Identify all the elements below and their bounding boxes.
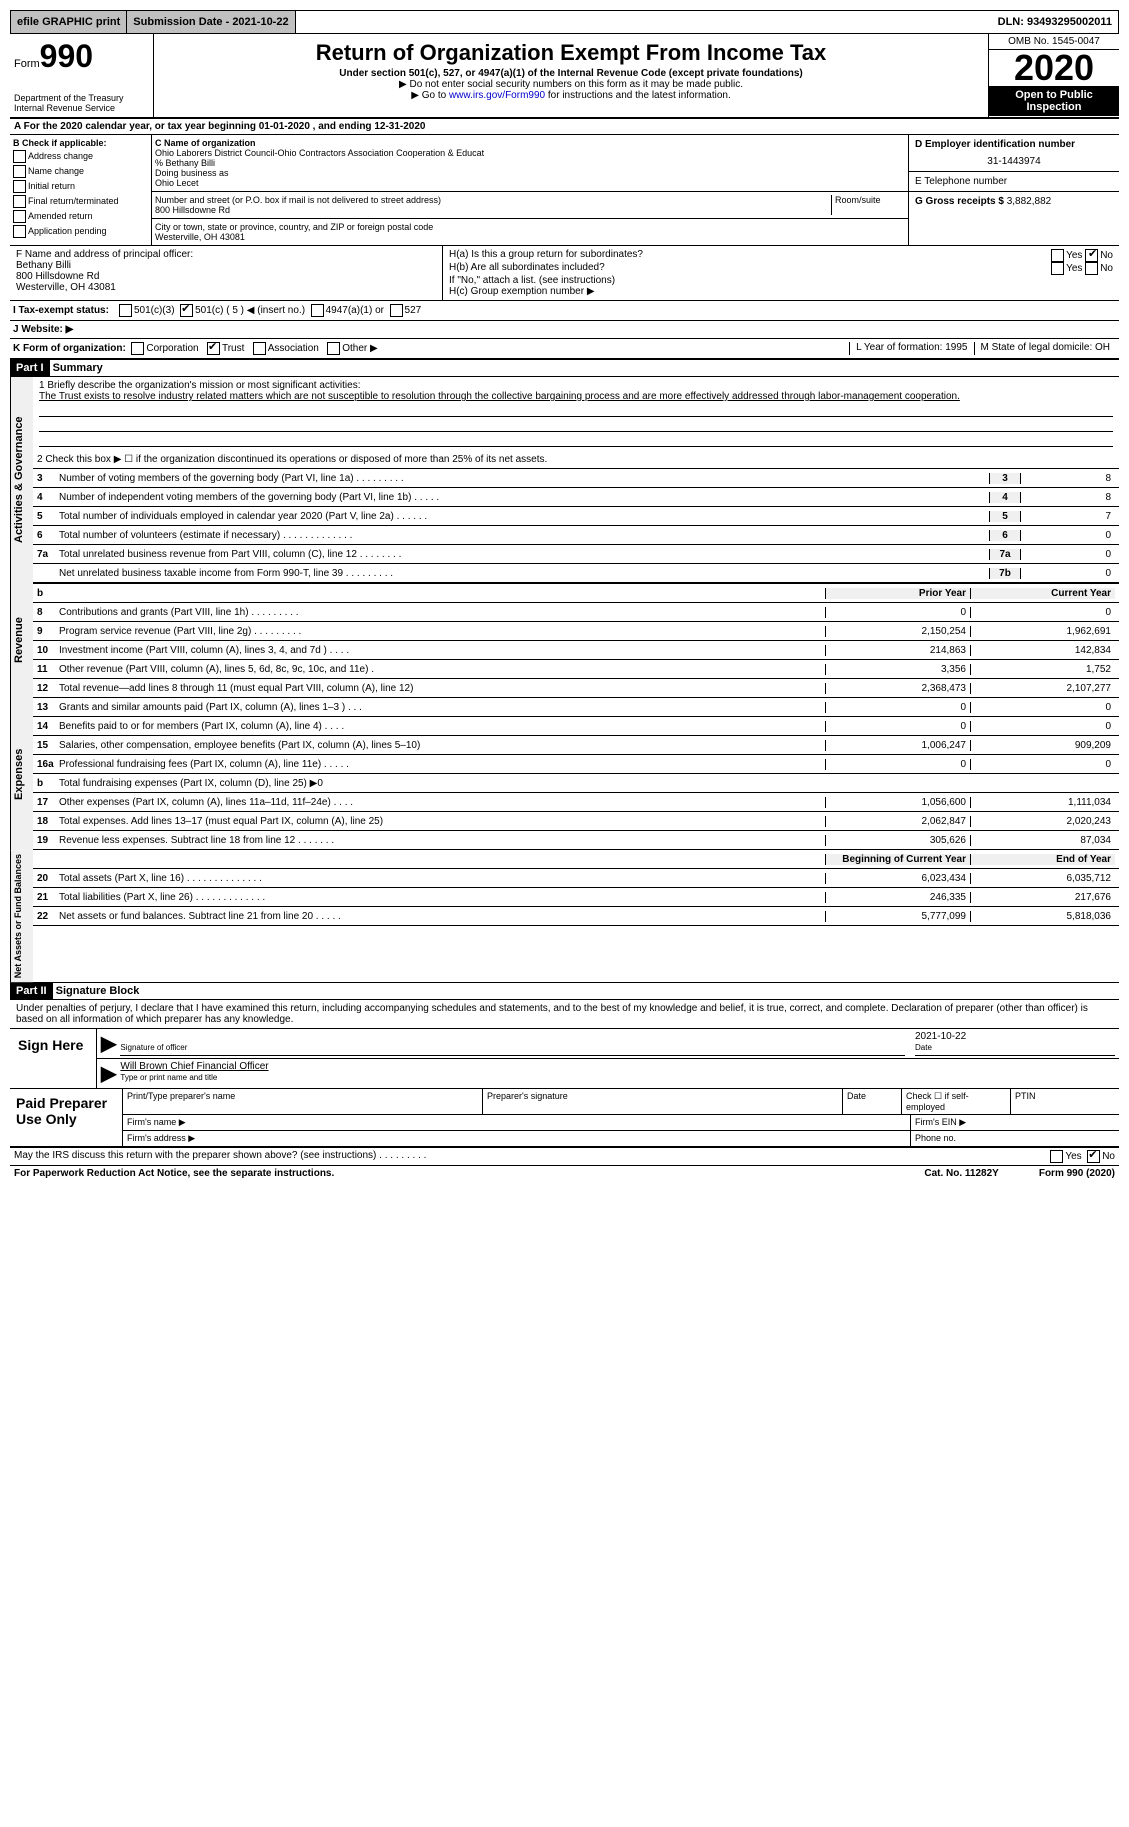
- revenue-tab: Revenue: [10, 583, 33, 698]
- eoy-header: End of Year: [971, 854, 1115, 865]
- summary-line: 10Investment income (Part VIII, column (…: [33, 641, 1119, 660]
- gross-receipts-value: 3,882,882: [1007, 196, 1052, 207]
- form-number: Form990: [14, 38, 149, 75]
- summary-line: bTotal fundraising expenses (Part IX, co…: [33, 774, 1119, 793]
- org-name: Ohio Laborers District Council-Ohio Cont…: [155, 148, 905, 158]
- bcy-header: Beginning of Current Year: [825, 854, 971, 865]
- efile-button[interactable]: efile GRAPHIC print: [11, 11, 127, 33]
- gross-receipts-label: G Gross receipts $: [915, 196, 1004, 207]
- part-2-header: Part II Signature Block: [10, 983, 1119, 1000]
- link-note: ▶ Go to www.irs.gov/Form990 for instruct…: [158, 90, 984, 101]
- subtitle: Under section 501(c), 527, or 4947(a)(1)…: [158, 68, 984, 79]
- ein-value: 31-1443974: [915, 156, 1113, 167]
- officer-label: F Name and address of principal officer:: [16, 249, 436, 260]
- ha-label: H(a) Is this a group return for subordin…: [449, 249, 1051, 262]
- cb-name-change[interactable]: Name change: [13, 165, 148, 178]
- paid-preparer-label: Paid Preparer Use Only: [10, 1089, 123, 1146]
- summary-line: 9Program service revenue (Part VIII, lin…: [33, 622, 1119, 641]
- form-header: Form990 Department of the Treasury Inter…: [10, 34, 1119, 119]
- city-label: City or town, state or province, country…: [155, 222, 905, 232]
- footer: For Paperwork Reduction Act Notice, see …: [10, 1166, 1119, 1181]
- hb-note: If "No," attach a list. (see instruction…: [449, 275, 1113, 286]
- form-of-org-row: K Form of organization: Corporation Trus…: [10, 339, 1119, 360]
- entity-info-section: B Check if applicable: Address change Na…: [10, 135, 1119, 246]
- expenses-tab: Expenses: [10, 698, 33, 850]
- top-toolbar: efile GRAPHIC print Submission Date - 20…: [10, 10, 1119, 34]
- cb-initial-return[interactable]: Initial return: [13, 180, 148, 193]
- summary-line: 7aTotal unrelated business revenue from …: [33, 545, 1119, 564]
- year-formation: L Year of formation: 1995: [849, 342, 973, 355]
- dln-label: DLN: 93493295002011: [992, 11, 1118, 33]
- cb-app-pending[interactable]: Application pending: [13, 225, 148, 238]
- tax-exempt-row: I Tax-exempt status: 501(c)(3) 501(c) ( …: [10, 301, 1119, 321]
- street-label: Number and street (or P.O. box if mail i…: [155, 195, 831, 205]
- street-value: 800 Hillsdowne Rd: [155, 205, 831, 215]
- checkbox-column-b: B Check if applicable: Address change Na…: [10, 135, 152, 245]
- dba-label: Doing business as: [155, 168, 905, 178]
- officer-group-section: F Name and address of principal officer:…: [10, 246, 1119, 301]
- summary-line: 22Net assets or fund balances. Subtract …: [33, 907, 1119, 926]
- summary-line: Net unrelated business taxable income fr…: [33, 564, 1119, 583]
- current-year-header: Current Year: [971, 588, 1115, 599]
- summary-line: 11Other revenue (Part VIII, column (A), …: [33, 660, 1119, 679]
- mission-text: The Trust exists to resolve industry rel…: [39, 391, 1113, 402]
- officer-addr2: Westerville, OH 43081: [16, 282, 436, 293]
- summary-line: 15Salaries, other compensation, employee…: [33, 736, 1119, 755]
- room-suite: Room/suite: [831, 195, 905, 215]
- summary-line: 4Number of independent voting members of…: [33, 488, 1119, 507]
- city-value: Westerville, OH 43081: [155, 232, 905, 242]
- governance-tab: Activities & Governance: [10, 377, 33, 583]
- signature-section: Under penalties of perjury, I declare th…: [10, 1000, 1119, 1166]
- q1-label: 1 Briefly describe the organization's mi…: [39, 380, 1113, 391]
- irs-link[interactable]: www.irs.gov/Form990: [449, 90, 545, 101]
- officer-addr1: 800 Hillsdowne Rd: [16, 271, 436, 282]
- form-title: Return of Organization Exempt From Incom…: [158, 40, 984, 66]
- website-row: J Website: ▶: [10, 321, 1119, 339]
- summary-line: 6Total number of volunteers (estimate if…: [33, 526, 1119, 545]
- care-of: % Bethany Billi: [155, 158, 905, 168]
- summary-line: 5Total number of individuals employed in…: [33, 507, 1119, 526]
- cb-address-change[interactable]: Address change: [13, 150, 148, 163]
- summary-line: 18Total expenses. Add lines 13–17 (must …: [33, 812, 1119, 831]
- expenses-section: Expenses 13Grants and similar amounts pa…: [10, 698, 1119, 850]
- officer-name: Bethany Billi: [16, 260, 436, 271]
- cb-final-return[interactable]: Final return/terminated: [13, 195, 148, 208]
- phone-label: E Telephone number: [915, 176, 1113, 187]
- q2-checkbox-line: 2 Check this box ▶ ☐ if the organization…: [33, 450, 1119, 469]
- cb-amended[interactable]: Amended return: [13, 210, 148, 223]
- sign-here-label: Sign Here: [10, 1029, 97, 1088]
- part-1-header: Part I Summary: [10, 360, 1119, 377]
- submission-date: Submission Date - 2021-10-22: [127, 11, 295, 33]
- summary-line: 8Contributions and grants (Part VIII, li…: [33, 603, 1119, 622]
- penalty-text: Under penalties of perjury, I declare th…: [10, 1000, 1119, 1029]
- revenue-section: Revenue b Prior Year Current Year 8Contr…: [10, 583, 1119, 698]
- tax-year: 2020: [989, 50, 1119, 86]
- dba-name: Ohio Lecet: [155, 178, 905, 188]
- net-assets-section: Net Assets or Fund Balances Beginning of…: [10, 850, 1119, 983]
- summary-line: 14Benefits paid to or for members (Part …: [33, 717, 1119, 736]
- tax-year-row: A For the 2020 calendar year, or tax yea…: [10, 119, 1119, 135]
- ssn-note: ▶ Do not enter social security numbers o…: [158, 79, 984, 90]
- dept-label: Department of the Treasury Internal Reve…: [14, 93, 149, 113]
- summary-line: 16aProfessional fundraising fees (Part I…: [33, 755, 1119, 774]
- summary-line: 19Revenue less expenses. Subtract line 1…: [33, 831, 1119, 850]
- state-domicile: M State of legal domicile: OH: [974, 342, 1117, 355]
- net-assets-tab: Net Assets or Fund Balances: [10, 850, 33, 982]
- summary-line: 21Total liabilities (Part X, line 26) . …: [33, 888, 1119, 907]
- ein-label: D Employer identification number: [915, 139, 1113, 150]
- inspection-badge: Open to Public Inspection: [989, 86, 1119, 116]
- summary-line: 12Total revenue—add lines 8 through 11 (…: [33, 679, 1119, 698]
- summary-line: 17Other expenses (Part IX, column (A), l…: [33, 793, 1119, 812]
- prior-year-header: Prior Year: [825, 588, 971, 599]
- section-c-label: C Name of organization: [155, 138, 905, 148]
- summary-line: 20Total assets (Part X, line 16) . . . .…: [33, 869, 1119, 888]
- governance-section: Activities & Governance 1 Briefly descri…: [10, 377, 1119, 583]
- summary-line: 3Number of voting members of the governi…: [33, 469, 1119, 488]
- hc-label: H(c) Group exemption number ▶: [449, 286, 1113, 297]
- hb-label: H(b) Are all subordinates included?: [449, 262, 1051, 275]
- discuss-row: May the IRS discuss this return with the…: [10, 1148, 1119, 1166]
- summary-line: 13Grants and similar amounts paid (Part …: [33, 698, 1119, 717]
